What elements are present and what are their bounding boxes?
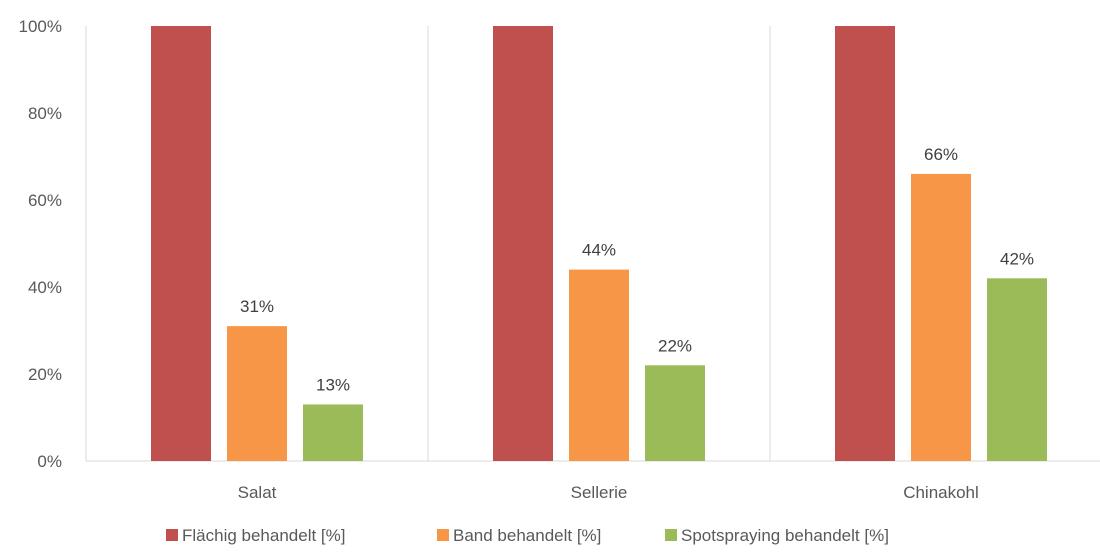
x-tick-label: Salat xyxy=(238,483,277,502)
data-label: 22% xyxy=(658,336,692,355)
legend-swatch xyxy=(665,529,677,541)
data-label: 42% xyxy=(1000,249,1034,268)
bar-chinakohl-series-1 xyxy=(911,173,971,461)
data-label: 66% xyxy=(924,145,958,164)
bar-chinakohl-series-2 xyxy=(987,278,1047,461)
bar-salat-series-1 xyxy=(227,326,287,461)
bar-sellerie-series-2 xyxy=(645,365,705,461)
bar-chinakohl-series-0 xyxy=(835,26,895,461)
bar-sellerie-series-0 xyxy=(493,26,553,461)
legend-label: Spotspraying behandelt [%] xyxy=(681,526,889,545)
legend-swatch xyxy=(437,529,449,541)
y-tick-label: 40% xyxy=(28,278,62,297)
data-label: 44% xyxy=(582,241,616,260)
legend-label: Flächig behandelt [%] xyxy=(182,526,346,545)
y-tick-label: 20% xyxy=(28,365,62,384)
bar-sellerie-series-1 xyxy=(569,269,629,461)
bar-salat-series-0 xyxy=(151,26,211,461)
y-tick-label: 80% xyxy=(28,104,62,123)
y-tick-label: 0% xyxy=(37,452,62,471)
y-tick-label: 60% xyxy=(28,191,62,210)
bar-salat-series-2 xyxy=(303,404,363,461)
y-tick-label: 100% xyxy=(19,17,62,36)
legend-label: Band behandelt [%] xyxy=(453,526,601,545)
x-tick-label: Sellerie xyxy=(571,483,628,502)
legend-swatch xyxy=(166,529,178,541)
data-label: 31% xyxy=(240,297,274,316)
x-tick-label: Chinakohl xyxy=(903,483,979,502)
data-label: 13% xyxy=(316,375,350,394)
